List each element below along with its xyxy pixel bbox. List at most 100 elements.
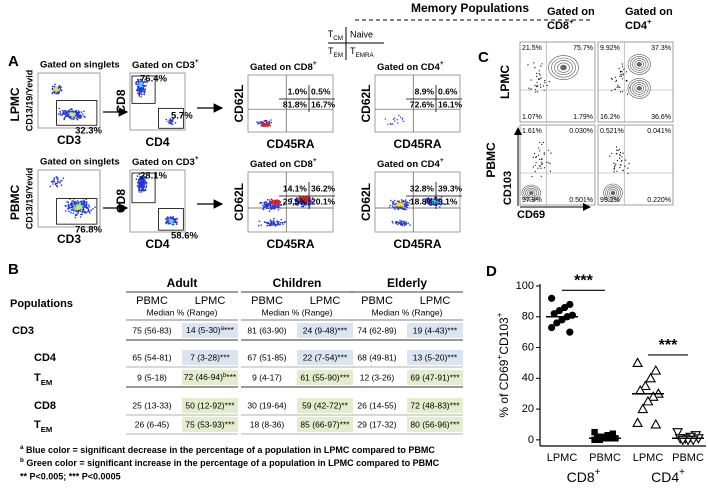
- x-axis-label: CD45RA: [266, 237, 314, 251]
- cell-event: [142, 181, 145, 184]
- group-header: Children: [273, 276, 322, 290]
- cell-event: [139, 85, 142, 88]
- cell-event: [624, 159, 627, 161]
- cell-shade: [182, 350, 238, 365]
- cell-event: [79, 114, 82, 116]
- quadrant-percent: 39.3%: [438, 183, 463, 193]
- cell-event: [278, 223, 281, 225]
- cell-event: [276, 199, 279, 202]
- cell-event: [136, 175, 139, 177]
- text-part: +: [494, 312, 504, 317]
- cell-event: [394, 203, 397, 206]
- cell-event: [270, 198, 273, 200]
- cell-event: [169, 219, 172, 222]
- cell-event: [82, 201, 84, 203]
- cell-event: [538, 70, 540, 72]
- cell-event: [266, 198, 269, 201]
- cell-event: [270, 121, 273, 124]
- cell-event: [68, 204, 70, 206]
- cell-event: [51, 180, 54, 182]
- cell-event: [59, 114, 62, 116]
- data-point: [609, 430, 616, 437]
- plot-frame: [519, 41, 596, 123]
- cell-event: [281, 221, 284, 224]
- y-axis-label: CD13/19/Yevid: [24, 70, 34, 132]
- contour: [603, 183, 623, 203]
- contour: [548, 55, 579, 80]
- cell-event: [273, 200, 276, 203]
- cell-event: [266, 125, 269, 128]
- cell-event: [79, 206, 82, 209]
- quadrant-percent: 97.9%: [522, 197, 542, 204]
- cell-event: [440, 198, 443, 201]
- table-cell: 68 (49-81): [357, 352, 396, 362]
- text-part: Gated on CD3: [132, 60, 195, 71]
- cell-event: [430, 199, 433, 201]
- cell-event: [257, 121, 260, 124]
- cell-event: [274, 225, 277, 227]
- cell-event: [394, 120, 396, 122]
- cell-event: [539, 165, 541, 167]
- cell-event: [533, 152, 536, 155]
- cell-event: [87, 209, 90, 212]
- cell-event: [430, 201, 433, 203]
- cell-event: [541, 161, 543, 163]
- cell-event: [77, 110, 80, 112]
- cell-event: [74, 216, 77, 219]
- cell-event: [164, 218, 167, 220]
- cell-event: [267, 204, 269, 207]
- cell-event: [65, 115, 67, 117]
- cell-event: [280, 222, 282, 224]
- cell-event: [142, 88, 145, 91]
- cell-event: [58, 181, 61, 184]
- cell-event: [49, 185, 52, 188]
- sub-caption: Median % (Range): [262, 307, 333, 317]
- cell-event: [532, 166, 535, 168]
- cell-event: [61, 114, 63, 116]
- cell-event: [618, 148, 621, 150]
- cell-event: [168, 119, 171, 122]
- cell-event: [297, 200, 299, 202]
- contour: [632, 82, 647, 95]
- table-cell: 9 (5-18): [137, 372, 167, 382]
- cell-event: [277, 206, 280, 208]
- cell-event: [54, 90, 56, 93]
- quadrant-percent: 14.1%: [283, 183, 308, 193]
- cell-event: [72, 212, 74, 215]
- y-tick-label: 0: [528, 434, 534, 446]
- cell-event: [440, 204, 442, 206]
- text-part: T: [328, 46, 334, 56]
- cell-event: [92, 208, 94, 210]
- cell-event: [172, 216, 175, 218]
- quadrant-percent: 1.07%: [522, 114, 542, 121]
- cell-event: [79, 216, 82, 218]
- cell-event: [405, 208, 407, 211]
- cell-event: [75, 203, 78, 206]
- text-part: T: [34, 372, 41, 384]
- cell-event: [141, 85, 144, 88]
- cell-event: [58, 91, 61, 93]
- quadrant-percent: 99.2%: [600, 197, 620, 204]
- cell-event: [62, 111, 65, 113]
- quadrant-percent: 20.1%: [311, 196, 336, 206]
- text-part: +: [569, 17, 574, 26]
- text-part: +: [647, 17, 652, 26]
- contour: [529, 191, 534, 195]
- cell-event: [408, 202, 410, 204]
- cell-event: [534, 164, 536, 166]
- cell-event: [81, 200, 83, 202]
- cell-event: [60, 89, 62, 91]
- data-point: [566, 328, 574, 336]
- quadrant-percent: 1.0%: [288, 86, 308, 96]
- cell-event: [271, 206, 274, 208]
- significance: ***: [659, 337, 678, 354]
- table-cell: 65 (54-81): [132, 352, 171, 362]
- cell-event: [256, 121, 258, 123]
- column-header: Gated on: [547, 6, 595, 18]
- cell-event: [77, 115, 80, 117]
- cell-event: [399, 203, 402, 206]
- cell-event: [536, 91, 539, 93]
- cell-event: [625, 71, 627, 73]
- cell-event: [76, 207, 79, 210]
- cell-shade: [182, 398, 238, 413]
